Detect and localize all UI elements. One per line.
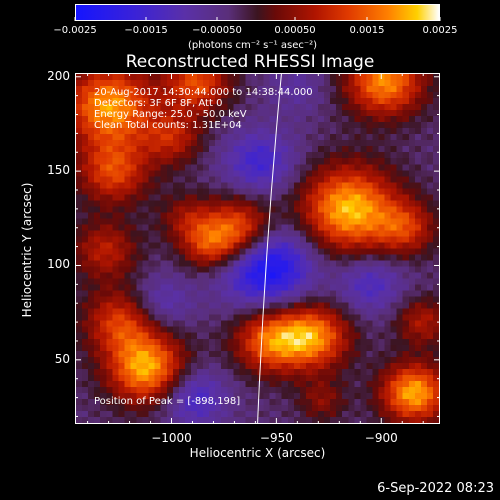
annotation-detectors: Detectors: 3F 6F 8F, Att 0 <box>94 98 223 109</box>
image-area <box>75 73 440 424</box>
colorbar <box>75 4 440 21</box>
solar-limb-line <box>257 74 282 423</box>
colorbar-tick-label: 0.0015 <box>349 25 385 36</box>
footer-date: 6-Sep-2022 08:23 <box>377 481 494 496</box>
y-tick-label: 50 <box>54 351 70 366</box>
colorbar-tick-label: −0.00050 <box>192 25 242 36</box>
annotation-time: 20-Aug-2017 14:30:44.000 to 14:38:44.000 <box>94 87 313 98</box>
colorbar-unit-label: (photons cm⁻² s⁻¹ asec⁻²) <box>188 40 318 51</box>
colorbar-tick-label: 0.0025 <box>422 25 458 36</box>
annotation-energy: Energy Range: 25.0 - 50.0 keV <box>94 109 247 120</box>
y-tick-label: 150 <box>47 163 70 178</box>
x-tick-label: −900 <box>364 431 398 445</box>
chart-title: Reconstructed RHESSI Image <box>125 52 375 72</box>
x-tick-label: −950 <box>259 431 293 445</box>
y-tick-label: 200 <box>47 68 70 83</box>
x-axis-label: Heliocentric X (arcsec) <box>189 446 326 460</box>
colorbar-tick-label: −0.0015 <box>124 25 168 36</box>
colorbar-tick-label: −0.0025 <box>53 25 97 36</box>
annotation-clean: Clean Total counts: 1.31E+04 <box>94 120 242 131</box>
colorbar-tick-label: 0.00050 <box>274 25 316 36</box>
y-axis-label: Heliocentric Y (arcsec) <box>20 182 34 318</box>
annotation-peak: Position of Peak = [-898,198] <box>94 396 241 407</box>
heatmap-image <box>76 74 439 423</box>
x-tick-label: −1000 <box>151 431 192 445</box>
y-tick-label: 100 <box>47 257 70 272</box>
